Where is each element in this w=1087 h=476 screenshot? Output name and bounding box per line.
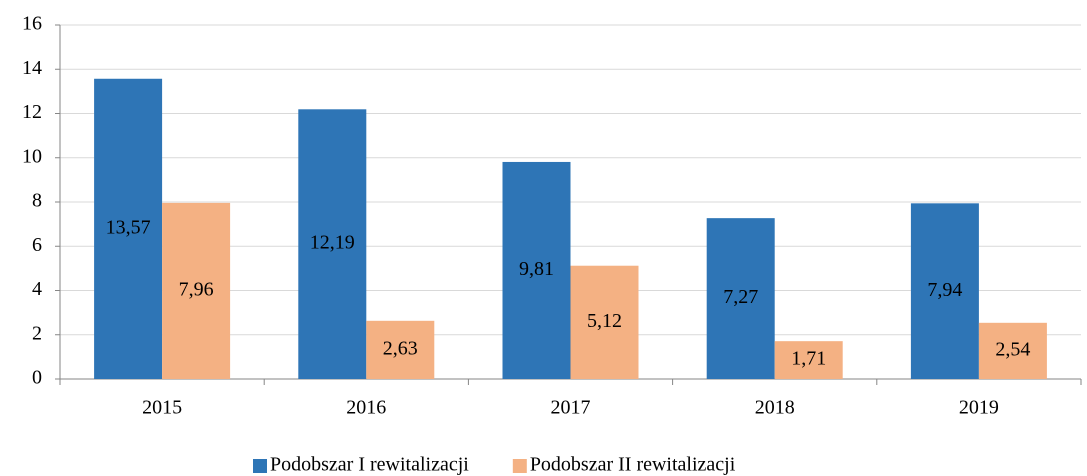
bar	[910, 203, 979, 379]
bar	[366, 320, 435, 379]
bar	[978, 322, 1047, 379]
value-label: 12,19	[310, 232, 355, 254]
x-tick-label: 2016	[346, 397, 386, 419]
y-tick-label: 2	[32, 322, 42, 344]
x-tick-label: 2015	[142, 397, 182, 419]
legend-swatch	[253, 459, 267, 473]
bar	[570, 265, 639, 379]
y-tick-label: 12	[22, 101, 42, 123]
value-label: 7,94	[927, 279, 962, 301]
x-tick-label: 2019	[959, 397, 999, 419]
y-tick-label: 0	[32, 367, 42, 389]
bar	[298, 109, 367, 379]
y-tick-label: 16	[22, 13, 42, 35]
value-label: 1,71	[791, 348, 826, 370]
bar	[774, 341, 843, 379]
x-tick-label: 2017	[551, 397, 591, 419]
value-label: 9,81	[519, 258, 554, 280]
value-label: 13,57	[106, 216, 151, 238]
value-label: 5,12	[587, 310, 622, 332]
y-tick-label: 6	[32, 234, 42, 256]
legend-label: Podobszar I rewitalizacji	[270, 454, 469, 476]
x-tick-label: 2018	[755, 397, 795, 419]
legend-label: Podobszar II rewitalizacji	[530, 454, 736, 476]
bar	[94, 78, 163, 380]
value-label: 7,96	[179, 279, 214, 301]
legend-swatch	[512, 459, 527, 473]
y-tick-label: 4	[32, 278, 42, 300]
y-tick-label: 14	[22, 57, 42, 79]
y-tick-label: 8	[32, 190, 42, 212]
value-label: 2,63	[383, 337, 418, 359]
value-label: 7,27	[723, 286, 758, 308]
y-tick-label: 10	[22, 145, 42, 167]
bar	[162, 202, 231, 379]
bar	[706, 218, 775, 379]
bar	[502, 161, 571, 379]
value-label: 2,54	[995, 338, 1030, 360]
